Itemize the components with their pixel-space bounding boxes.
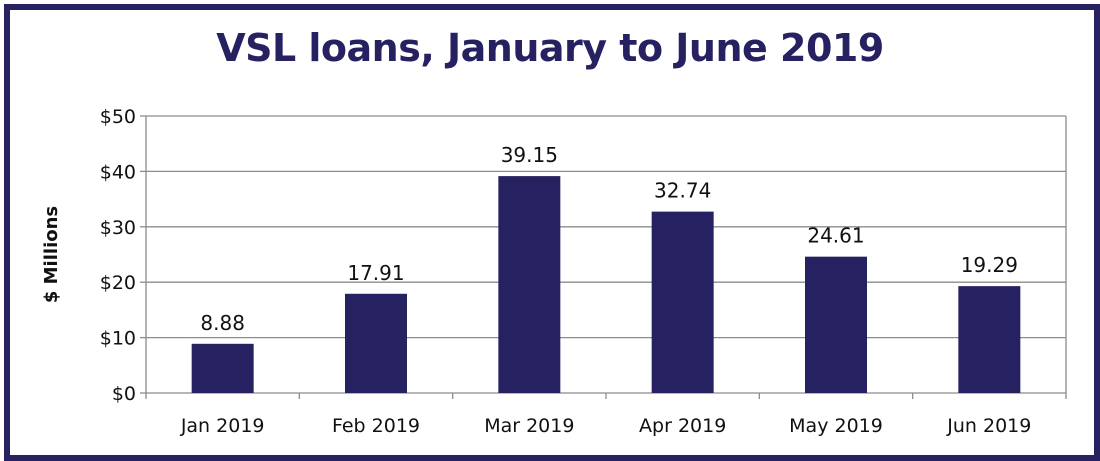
data-label: 24.61 [807,224,864,248]
x-tick-label: Jan 2019 [180,415,265,437]
y-tick-label: $0 [112,383,136,405]
data-label: 32.74 [654,179,711,203]
data-label: 8.88 [200,311,245,335]
x-tick-label: Apr 2019 [639,415,726,437]
bar [651,211,714,393]
bar [958,286,1021,393]
x-tick-label: May 2019 [789,415,883,437]
data-label: 17.91 [347,261,404,285]
y-tick-label: $10 [100,328,136,350]
y-tick-label: $20 [100,272,136,294]
y-tick-label: $30 [100,217,136,239]
y-axis-title: $ Millions [41,206,62,303]
x-tick-label: Feb 2019 [332,415,420,437]
data-label: 39.15 [501,143,558,167]
y-tick-label: $40 [100,161,136,183]
bar [805,256,867,393]
y-tick-label: $50 [100,106,136,128]
data-label: 19.29 [961,253,1018,277]
x-tick-label: Jun 2019 [946,415,1031,437]
bar [345,293,407,393]
bar [191,343,254,393]
x-tick-label: Mar 2019 [484,415,574,437]
chart-title: VSL loans, January to June 2019 [216,26,884,70]
bar [498,176,561,393]
